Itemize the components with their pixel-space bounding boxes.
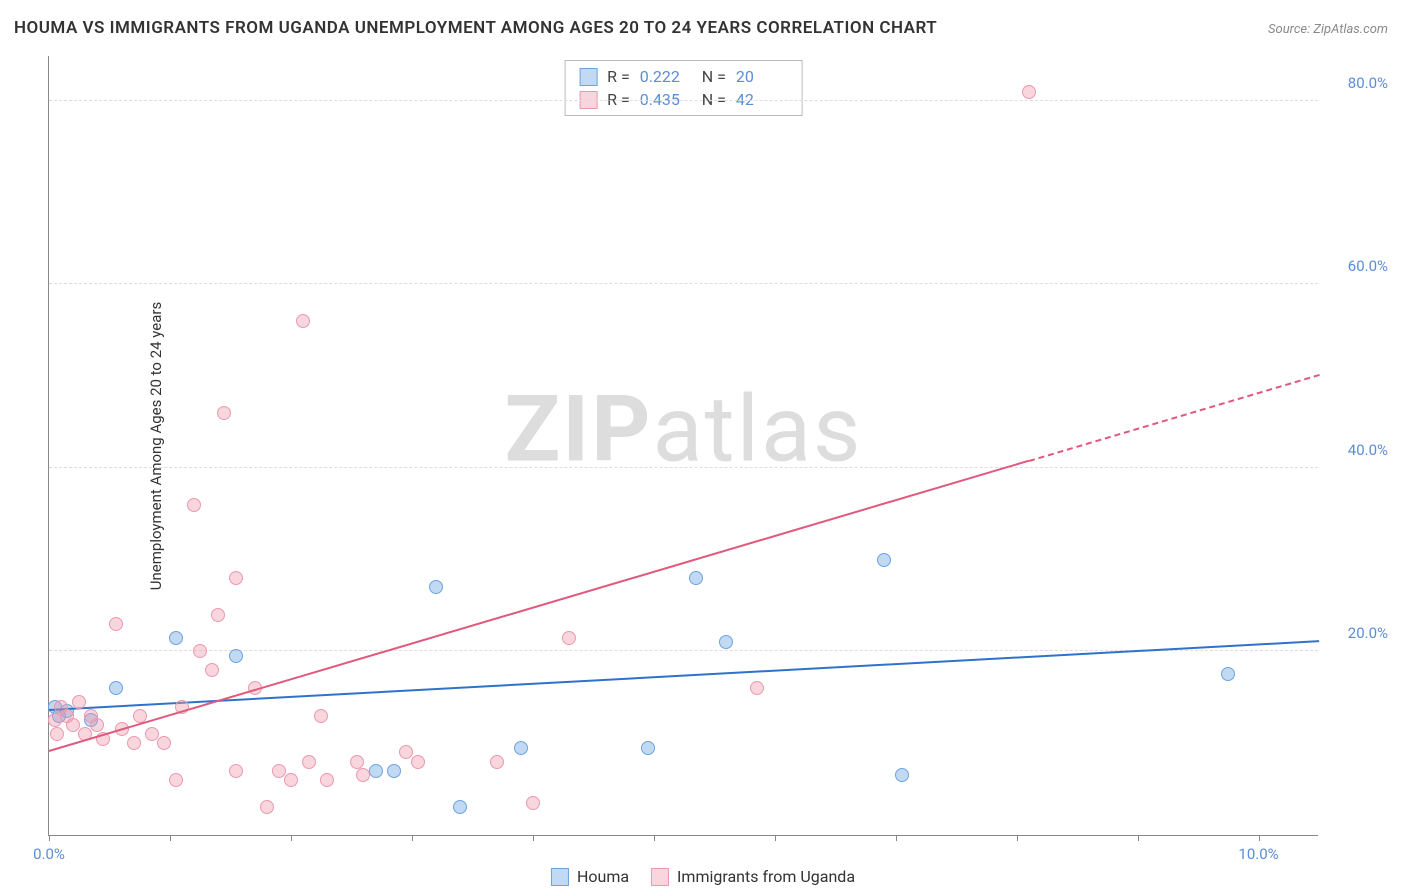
legend-label: Houma	[577, 867, 629, 886]
scatter-point	[187, 498, 201, 512]
gridline	[49, 283, 1318, 284]
legend-swatch	[651, 868, 669, 886]
x-tick	[1017, 835, 1018, 841]
scatter-point	[169, 773, 183, 787]
scatter-point	[66, 718, 80, 732]
scatter-point	[750, 681, 764, 695]
scatter-point	[453, 800, 467, 814]
scatter-point	[526, 796, 540, 810]
gridline	[49, 467, 1318, 468]
scatter-point	[145, 727, 159, 741]
scatter-point	[562, 631, 576, 645]
scatter-point	[296, 314, 310, 328]
x-tick	[896, 835, 897, 841]
scatter-point	[1221, 667, 1235, 681]
legend-label: Immigrants from Uganda	[677, 867, 855, 886]
x-tick	[170, 835, 171, 841]
trend-line-extrapolated	[1028, 374, 1319, 462]
n-label: N =	[702, 67, 726, 86]
scatter-point	[205, 663, 219, 677]
scatter-point	[314, 709, 328, 723]
scatter-point	[169, 631, 183, 645]
legend-swatch	[551, 868, 569, 886]
scatter-point	[895, 768, 909, 782]
x-tick	[1138, 835, 1139, 841]
x-tick	[775, 835, 776, 841]
scatter-point	[90, 718, 104, 732]
scatter-point	[50, 727, 64, 741]
scatter-point	[877, 553, 891, 567]
x-tick-label: 0.0%	[33, 845, 65, 863]
series-swatch	[579, 68, 597, 86]
scatter-point	[399, 745, 413, 759]
y-tick-label: 80.0%	[1348, 74, 1388, 92]
scatter-point	[356, 768, 370, 782]
scatter-point	[369, 764, 383, 778]
r-label: R =	[607, 67, 630, 86]
y-tick-label: 40.0%	[1348, 441, 1388, 459]
scatter-point	[302, 755, 316, 769]
scatter-point	[641, 741, 655, 755]
scatter-point	[514, 741, 528, 755]
scatter-point	[689, 571, 703, 585]
scatter-point	[411, 755, 425, 769]
source-attribution: Source: ZipAtlas.com	[1268, 22, 1388, 37]
x-tick	[291, 835, 292, 841]
scatter-point	[127, 736, 141, 750]
r-value: 0.222	[640, 67, 692, 86]
correlation-stats-box: R =0.222N =20R =0.435N =42	[564, 60, 803, 116]
scatter-point	[157, 736, 171, 750]
x-tick	[654, 835, 655, 841]
scatter-plot-area: ZIPatlas R =0.222N =20R =0.435N =42 20.0…	[48, 56, 1318, 836]
scatter-point	[72, 695, 86, 709]
scatter-point	[1022, 85, 1036, 99]
stats-row: R = 0.222 N = 20	[579, 65, 788, 88]
scatter-point	[109, 617, 123, 631]
scatter-point	[350, 755, 364, 769]
x-tick	[412, 835, 413, 841]
scatter-point	[193, 644, 207, 658]
scatter-point	[429, 580, 443, 594]
scatter-point	[387, 764, 401, 778]
scatter-point	[284, 773, 298, 787]
x-tick	[533, 835, 534, 841]
x-tick	[1259, 835, 1260, 841]
x-tick	[49, 835, 50, 841]
series-legend: Houma Immigrants from Uganda	[551, 867, 855, 886]
scatter-point	[719, 635, 733, 649]
x-tick-label: 10.0%	[1238, 845, 1278, 863]
chart-title: HOUMA VS IMMIGRANTS FROM UGANDA UNEMPLOY…	[14, 18, 937, 38]
n-value: 20	[736, 67, 788, 86]
y-tick-label: 20.0%	[1348, 624, 1388, 642]
legend-item: Immigrants from Uganda	[651, 867, 855, 886]
scatter-point	[260, 800, 274, 814]
scatter-point	[217, 406, 231, 420]
scatter-point	[490, 755, 504, 769]
scatter-point	[229, 649, 243, 663]
legend-item: Houma	[551, 867, 629, 886]
y-tick-label: 60.0%	[1348, 257, 1388, 275]
scatter-point	[109, 681, 123, 695]
scatter-point	[229, 571, 243, 585]
scatter-point	[320, 773, 334, 787]
scatter-point	[211, 608, 225, 622]
scatter-point	[229, 764, 243, 778]
scatter-point	[272, 764, 286, 778]
gridline	[49, 100, 1318, 101]
